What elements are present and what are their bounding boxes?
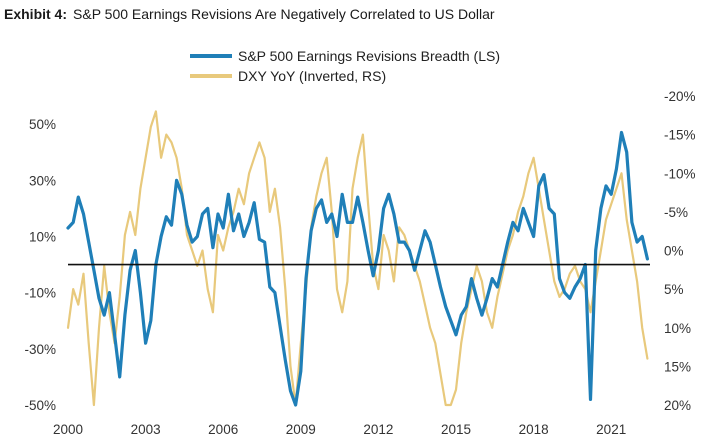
- x-tick-label: 2015: [441, 422, 471, 437]
- right-tick-label: 5%: [664, 282, 684, 297]
- exhibit-label: Exhibit 4:: [4, 6, 68, 22]
- left-tick-label: -50%: [24, 398, 56, 413]
- title-text: S&P 500 Earnings Revisions Are Negativel…: [73, 6, 495, 22]
- left-tick-label: 50%: [29, 117, 56, 132]
- legend-label-revisions: S&P 500 Earnings Revisions Breadth (LS): [238, 48, 500, 64]
- right-tick-label: 10%: [664, 321, 691, 336]
- x-tick-label: 2012: [363, 422, 393, 437]
- legend: S&P 500 Earnings Revisions Breadth (LS) …: [190, 48, 500, 84]
- legend-label-dxy: DXY YoY (Inverted, RS): [238, 68, 386, 84]
- chart-title: Exhibit 4: S&P 500 Earnings Revisions Are…: [4, 6, 495, 22]
- x-tick-label: 2000: [53, 422, 83, 437]
- right-tick-label: 0%: [664, 244, 684, 259]
- series-layer: [66, 110, 650, 407]
- left-tick-label: 30%: [29, 173, 56, 188]
- right-tick-label: -15%: [664, 128, 696, 143]
- x-axis: 2000 2003 2006 2009 2012 2015 2018 2021: [53, 422, 626, 437]
- right-axis: 20% 15% 10% 5% 0% -5% -10% -15% -20%: [664, 89, 696, 413]
- left-axis: -50% -30% -10% 10% 30% 50%: [24, 117, 56, 413]
- left-tick-label: -10%: [24, 286, 56, 301]
- right-tick-label: -5%: [664, 205, 688, 220]
- left-tick-label: 10%: [29, 229, 56, 244]
- series-line-dxy: [66, 110, 649, 407]
- x-tick-label: 2021: [596, 422, 626, 437]
- left-tick-label: -30%: [24, 342, 56, 357]
- series-line-revisions: [66, 130, 650, 407]
- x-tick-label: 2006: [208, 422, 238, 437]
- right-tick-label: -10%: [664, 166, 696, 181]
- right-tick-label: 15%: [664, 359, 691, 374]
- right-tick-label: -20%: [664, 89, 696, 104]
- x-tick-label: 2018: [519, 422, 549, 437]
- x-tick-label: 2003: [131, 422, 161, 437]
- x-tick-label: 2009: [286, 422, 316, 437]
- right-tick-label: 20%: [664, 398, 691, 413]
